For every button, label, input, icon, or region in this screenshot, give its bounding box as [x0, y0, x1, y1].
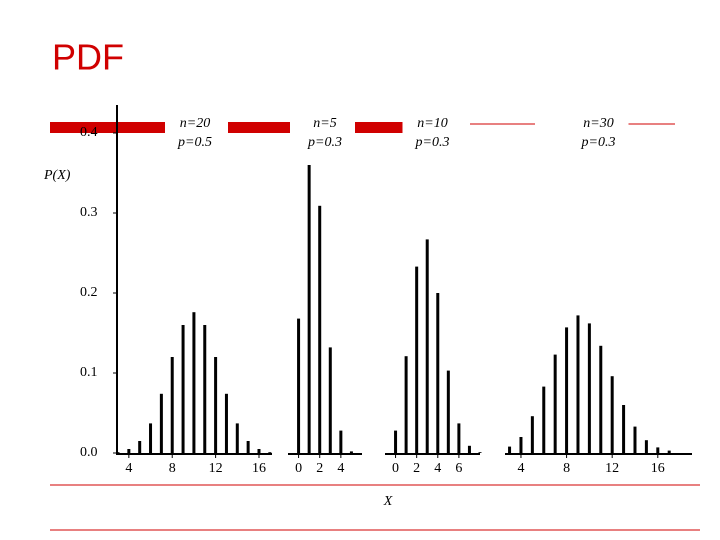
bar: [622, 405, 626, 453]
legend-text: n=30: [583, 116, 613, 131]
bar: [478, 452, 482, 453]
y-tick-label: 0.2: [80, 285, 98, 300]
bar: [349, 451, 353, 453]
decor-bar: [355, 122, 417, 133]
x-tick-label: 16: [651, 461, 665, 476]
bar: [565, 327, 569, 453]
legend-text: p=0.3: [581, 135, 616, 150]
x-tick-label: 12: [209, 461, 223, 476]
slide-title: PDF: [52, 37, 124, 78]
bar: [307, 165, 311, 453]
legend-box: [165, 112, 225, 154]
legend-text: n=20: [180, 116, 210, 131]
bar: [339, 430, 343, 453]
y-tick-label: 0.0: [80, 445, 98, 460]
bar: [457, 423, 461, 453]
x-tick-label: 6: [455, 461, 462, 476]
bar: [257, 449, 261, 453]
bar: [268, 452, 272, 453]
bar: [224, 393, 228, 453]
x-tick-label: 4: [337, 461, 344, 476]
y-tick-label: 0.4: [80, 125, 98, 140]
x-tick-label: 16: [252, 461, 266, 476]
bar: [576, 315, 580, 453]
x-tick-label: 0: [392, 461, 399, 476]
bar: [610, 376, 614, 453]
y-tick-label: 0.1: [80, 365, 98, 380]
y-axis-label: P(X): [43, 168, 71, 183]
bar: [149, 423, 153, 453]
bar: [127, 449, 131, 453]
bar: [436, 293, 440, 453]
bar: [170, 357, 174, 453]
bar: [246, 441, 250, 453]
bar: [318, 205, 322, 453]
bar: [203, 325, 207, 453]
bar: [656, 447, 660, 453]
bar: [415, 266, 419, 453]
x-tick-label: 0: [295, 461, 302, 476]
x-tick-label: 12: [605, 461, 619, 476]
legend-text: p=0.3: [307, 135, 342, 150]
bar: [446, 370, 450, 453]
bar: [542, 386, 546, 453]
bar: [192, 312, 196, 453]
bar: [508, 446, 512, 453]
x-tick-label: 2: [316, 461, 323, 476]
bar: [467, 445, 471, 453]
y-tick-label: 0.3: [80, 205, 98, 220]
bar: [297, 318, 301, 453]
bar: [519, 437, 523, 453]
bar: [328, 347, 332, 453]
x-tick-label: 4: [517, 461, 524, 476]
bar: [181, 325, 185, 453]
x-tick-label: 4: [125, 461, 132, 476]
x-tick-label: 4: [434, 461, 441, 476]
bar: [425, 239, 429, 453]
bar: [667, 450, 671, 453]
legend-text: n=10: [417, 116, 447, 131]
decor-bar: [228, 122, 290, 133]
bar: [633, 426, 637, 453]
legend-box: [568, 112, 629, 154]
x-tick-label: 2: [413, 461, 420, 476]
bar: [116, 452, 120, 453]
bar: [159, 393, 163, 453]
legend-text: n=5: [313, 116, 336, 131]
bar: [644, 440, 648, 453]
bar: [553, 354, 557, 453]
label-box: [32, 162, 88, 188]
x-tick-label: 8: [169, 461, 176, 476]
legend-text: p=0.3: [415, 135, 450, 150]
legend-text: p=0.5: [177, 135, 212, 150]
bar: [235, 423, 239, 453]
legend-box: [402, 112, 463, 154]
bar: [587, 323, 591, 453]
bar: [394, 430, 398, 453]
decor-bar: [50, 122, 165, 133]
bar: [404, 356, 408, 453]
bar: [138, 441, 142, 453]
x-tick-label: 8: [563, 461, 570, 476]
bar: [599, 345, 603, 453]
bar: [214, 357, 218, 453]
legend-box: [295, 112, 355, 154]
x-axis-label: X: [383, 494, 393, 509]
bar: [530, 416, 534, 453]
